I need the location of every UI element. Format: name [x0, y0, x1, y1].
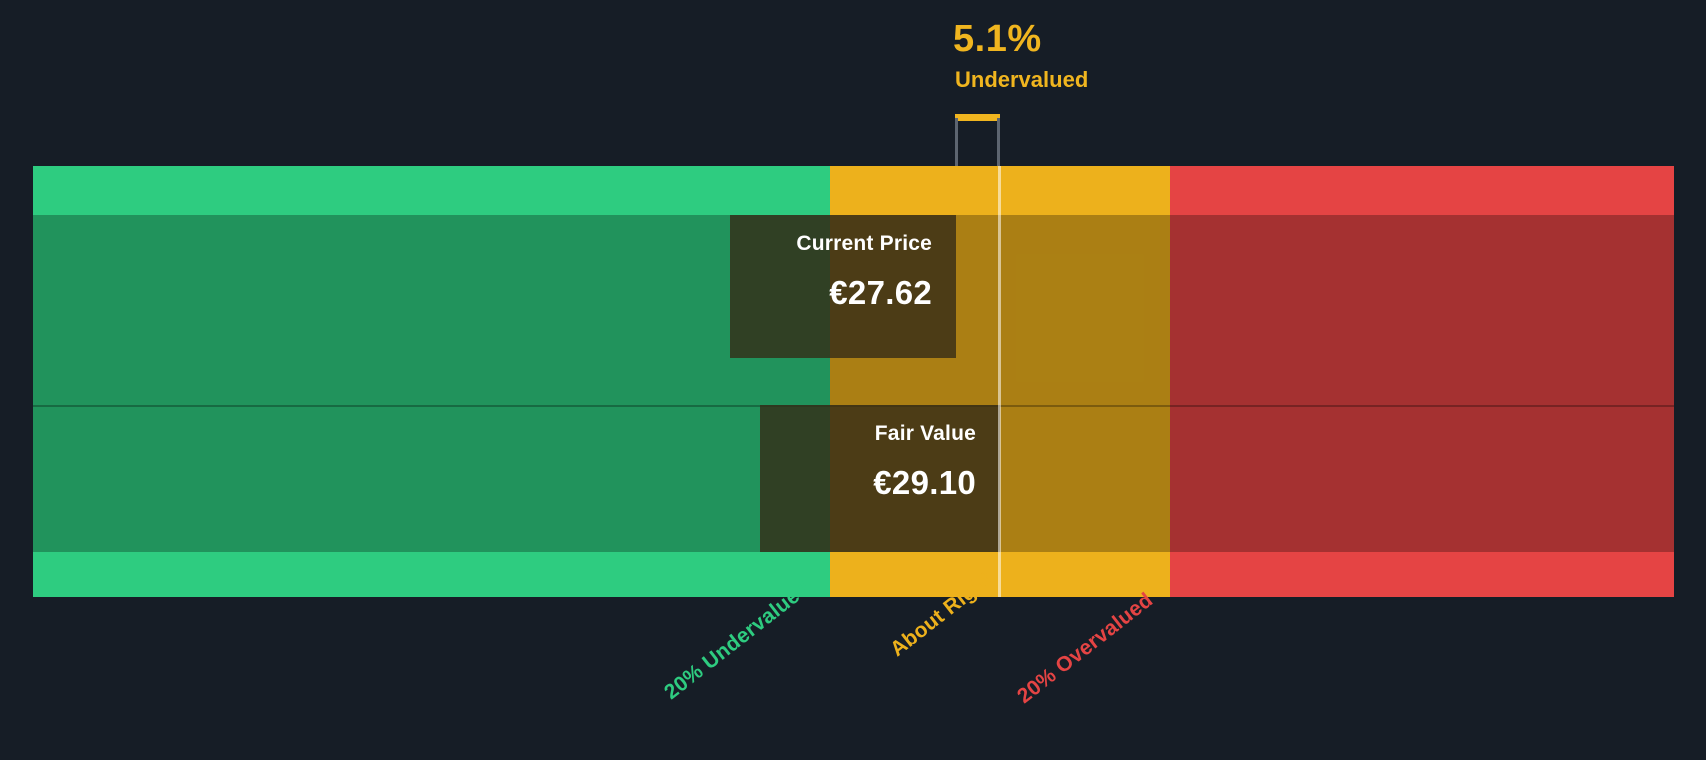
valuation-status: Undervalued: [955, 67, 1089, 92]
zone-overvalued: [1170, 166, 1674, 597]
gauge-chart: Current Price €27.62 Fair Value €29.10: [33, 166, 1674, 597]
zone-undervalued: [33, 166, 830, 597]
valuation-headline: 5.1% Undervalued: [953, 18, 1355, 92]
current-price-indicator-line: [998, 166, 1001, 597]
current-price-value: €27.62: [829, 274, 932, 311]
marker-leg-right: [997, 118, 1000, 167]
fair-value-callout: Fair Value €29.10: [760, 405, 1000, 552]
current-price-marker: [955, 114, 1000, 167]
current-price-label: Current Price: [796, 232, 932, 255]
fair-value-value: €29.10: [873, 464, 976, 501]
current-price-callout: Current Price €27.62: [730, 215, 956, 358]
fair-value-label: Fair Value: [874, 422, 976, 445]
valuation-percent: 5.1%: [953, 18, 1042, 60]
marker-leg-left: [955, 118, 958, 167]
marker-cap: [955, 114, 1000, 121]
axis-label-overvalued: 20% Overvalued: [1013, 588, 1158, 709]
